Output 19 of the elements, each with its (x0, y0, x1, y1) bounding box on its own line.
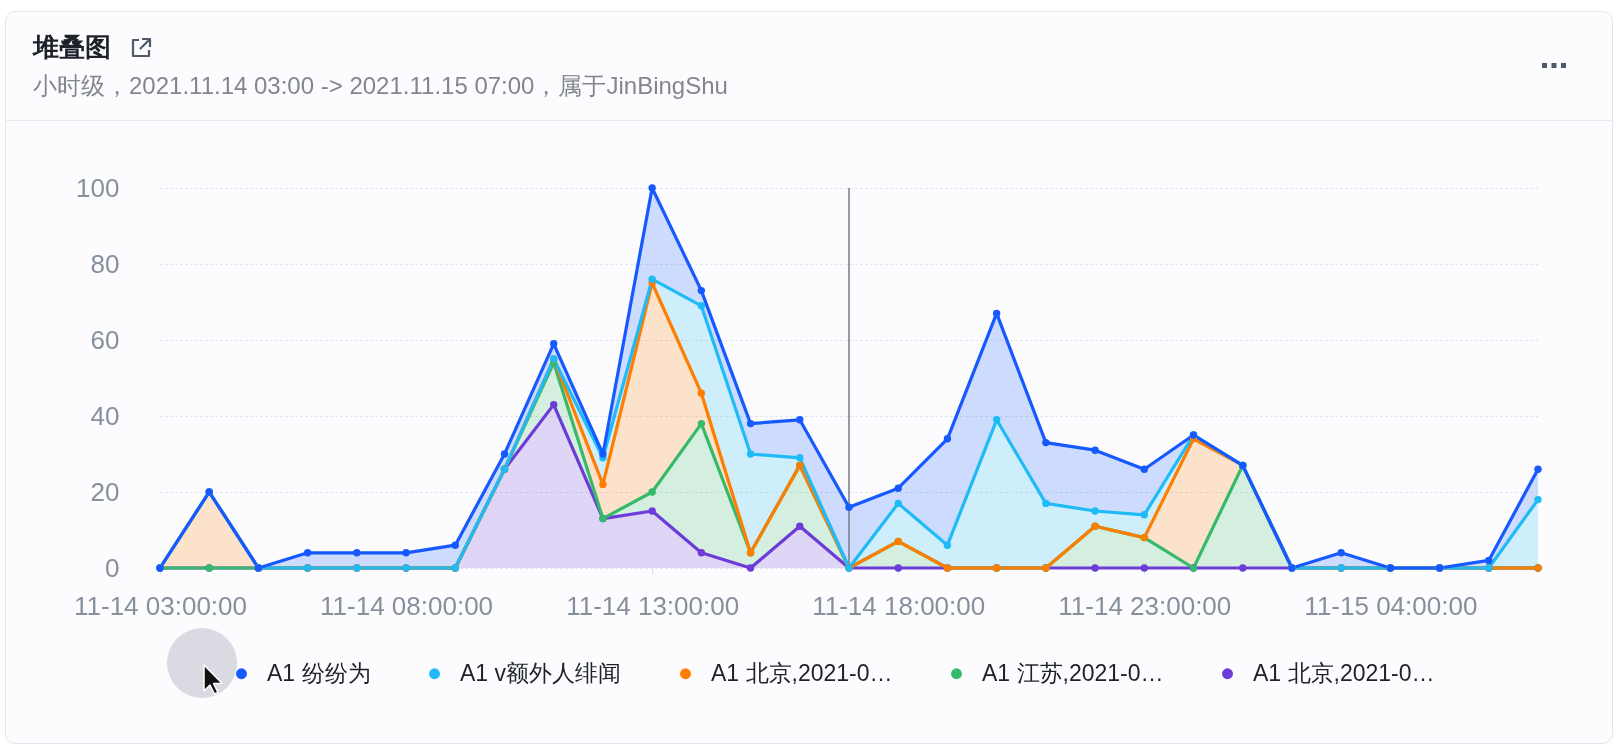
y-tick-label: 60 (90, 324, 120, 355)
y-tick-label: 40 (90, 400, 120, 431)
legend-label: A1 北京,2021-0… (711, 659, 893, 686)
y-tick-label: 100 (76, 172, 120, 203)
legend-label: A1 北京,2021-0… (1253, 659, 1435, 686)
chart-title: 堆叠图 (33, 31, 111, 64)
x-tick-label: 11-14 23:00:00 (1058, 590, 1232, 621)
x-tick-label: 11-15 04:00:00 (1304, 590, 1478, 621)
x-tick-label: 11-14 03:00:00 (74, 590, 247, 621)
x-tick-label: 11-14 13:00:00 (566, 590, 740, 621)
chart-subtitle: 小时级，2021.11.14 03:00 -> 2021.11.15 07:00，属于JinBingShu (33, 71, 728, 101)
y-tick-label: 20 (90, 476, 120, 507)
y-tick-label: 80 (90, 248, 120, 279)
x-tick-label: 11-14 08:00:00 (320, 590, 494, 621)
legend-label: A1 纷纷为 (267, 659, 371, 686)
y-tick-label: 0 (105, 552, 120, 583)
legend-label: A1 江苏,2021-0… (982, 659, 1164, 686)
legend-label: A1 v额外人绯闻 (460, 659, 622, 686)
x-tick-label: 11-14 18:00:00 (812, 590, 986, 621)
